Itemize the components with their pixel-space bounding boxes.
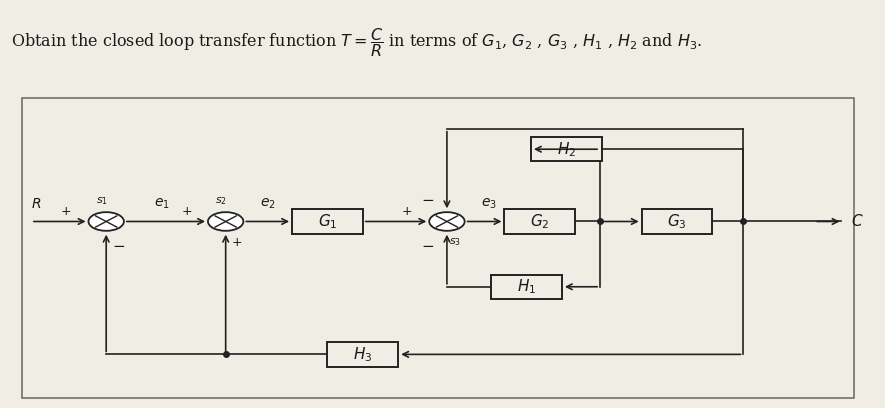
Text: $G_2$: $G_2$: [530, 212, 550, 231]
Text: $e_1$: $e_1$: [154, 197, 169, 211]
Text: $e_3$: $e_3$: [481, 197, 496, 211]
Text: Obtain the closed loop transfer function $T = \dfrac{C}{R}$ in terms of $G_1$, $: Obtain the closed loop transfer function…: [11, 26, 702, 59]
Text: $G_3$: $G_3$: [667, 212, 687, 231]
Text: $R$: $R$: [31, 197, 42, 211]
Text: $-$: $-$: [421, 237, 434, 252]
Text: $+$: $+$: [231, 236, 242, 249]
Text: $s_1$: $s_1$: [96, 195, 108, 206]
Text: $-$: $-$: [421, 191, 434, 206]
FancyBboxPatch shape: [327, 342, 398, 366]
Circle shape: [88, 212, 124, 231]
Text: $H_2$: $H_2$: [557, 140, 576, 159]
Text: $G_1$: $G_1$: [318, 212, 337, 231]
Text: $+$: $+$: [60, 205, 72, 218]
Text: $s_3$: $s_3$: [449, 236, 461, 248]
Text: $-$: $-$: [112, 237, 125, 252]
Circle shape: [208, 212, 243, 231]
Text: $+$: $+$: [181, 205, 193, 218]
FancyBboxPatch shape: [504, 209, 575, 234]
FancyBboxPatch shape: [491, 275, 562, 299]
Text: $H_1$: $H_1$: [517, 277, 536, 296]
FancyBboxPatch shape: [531, 137, 602, 161]
Text: $s_2$: $s_2$: [215, 195, 227, 206]
FancyBboxPatch shape: [642, 209, 712, 234]
Text: $e_2$: $e_2$: [260, 197, 275, 211]
Text: $C$: $C$: [851, 213, 864, 229]
Text: $+$: $+$: [401, 205, 412, 218]
Text: $H_3$: $H_3$: [353, 345, 373, 364]
FancyBboxPatch shape: [292, 209, 363, 234]
Circle shape: [429, 212, 465, 231]
